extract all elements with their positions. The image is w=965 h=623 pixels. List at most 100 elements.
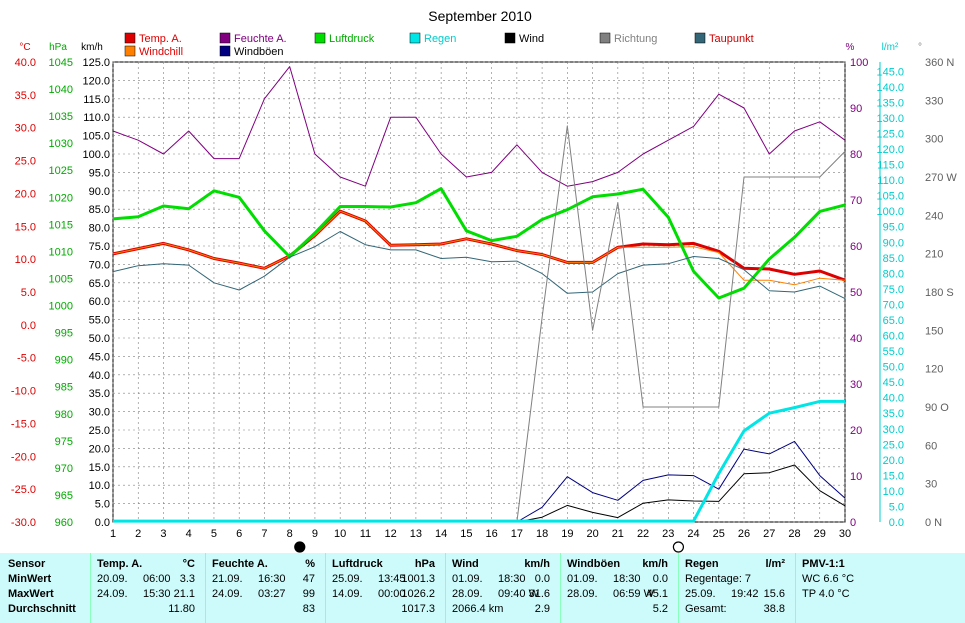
rain-tick-label: 70.0: [883, 299, 904, 311]
wind-tick-label: 85.0: [89, 204, 110, 216]
series-line-pressure: [112, 187, 846, 300]
x-tick-label: 8: [287, 528, 293, 540]
summary-cell-row: 01.09. 18:30 0.0: [450, 572, 556, 587]
wind-tick-label: 110.0: [83, 112, 110, 124]
series-line-humidity: [112, 66, 846, 187]
cell-value: 21.1: [173, 588, 195, 600]
legend-swatch-wind: [504, 32, 516, 44]
x-tick-label: 18: [536, 528, 548, 540]
cell-value: 3.3: [179, 573, 195, 585]
summary-cell-row: Regentage: 7: [683, 572, 791, 587]
rain-tick-label: 30.0: [883, 424, 904, 436]
wind-tick-label: 105.0: [82, 131, 110, 143]
x-tick-label: 10: [334, 528, 346, 540]
temp-tick-label: -10.0: [11, 386, 36, 398]
legend-swatch-gusts: [219, 45, 231, 57]
rain-tick-label: 20.0: [883, 455, 904, 467]
humidity-tick-label: 100: [850, 57, 868, 69]
temp-tick-label: -25.0: [11, 484, 36, 496]
pressure-tick-label: 1025: [49, 165, 73, 177]
cell-time: 00:00: [378, 588, 406, 600]
temp-tick-label: 15.0: [15, 221, 36, 233]
wind-unit: km/h: [81, 42, 103, 53]
cell-date: 01.09.: [567, 573, 598, 585]
cell-time: 06:59 W: [613, 588, 654, 600]
series-line-rain: [113, 399, 845, 523]
summary-cell-row: [800, 602, 961, 617]
temp-tick-label: 10.0: [15, 254, 36, 266]
cell-value: 11.80: [168, 603, 195, 615]
humidity-tick-label: 50: [850, 287, 862, 299]
rain-tick-label: 85.0: [883, 253, 904, 265]
x-tick-label: 4: [186, 528, 192, 540]
rain-tick-label: 100.0: [876, 206, 904, 218]
cell-value: 45.1: [646, 588, 668, 600]
humidity-tick-label: 20: [850, 425, 862, 437]
cell-time: 06:00: [143, 573, 171, 585]
temp-tick-label: -20.0: [11, 451, 36, 463]
wind-tick-label: 100.0: [82, 149, 110, 161]
series-line-dewpoint: [112, 231, 846, 300]
summary-row-label: MinWert: [4, 572, 86, 587]
rain-tick-label: 10.0: [883, 486, 904, 498]
wind-tick-label: 70.0: [89, 259, 110, 271]
wind-tick-label: 5.0: [95, 499, 110, 511]
legend-swatch-pressure: [314, 32, 326, 44]
rain-tick-label: 65.0: [883, 315, 904, 327]
cell-value: 99: [302, 588, 315, 600]
legend-swatch-direction: [599, 32, 611, 44]
pressure-tick-label: 1000: [49, 301, 73, 313]
direction-tick-label: 210: [925, 249, 943, 261]
wind-tick-label: 125.0: [82, 57, 110, 69]
wind-tick-label: 10.0: [89, 480, 110, 492]
pressure-tick-label: 1005: [49, 273, 73, 285]
legend-swatch-humidity: [219, 32, 231, 44]
moon-marker-full: [294, 541, 306, 553]
cell-date: 28.09.: [567, 588, 598, 600]
direction-tick-label: 300: [925, 134, 943, 146]
rain-tick-label: 120.0: [876, 144, 904, 156]
humidity-tick-label: 80: [850, 149, 862, 161]
col-title: PMV-1:1: [802, 558, 845, 570]
rain-tick-label: 125.0: [876, 128, 904, 140]
plot-grid: [112, 61, 846, 523]
x-tick-label: 9: [312, 528, 318, 540]
direction-tick-label: 330: [925, 95, 943, 107]
cell-value: 0.0: [652, 573, 668, 585]
cell-value: 5.2: [652, 603, 668, 615]
temp-tick-label: 5.0: [21, 287, 36, 299]
pressure-tick-label: 970: [55, 463, 73, 475]
summary-col-0: Temp. A. °C 20.09. 06:00 3.3 24.09. 15:30 21.1 1…: [90, 553, 205, 623]
direction-tick-label: 240: [925, 210, 943, 222]
row-label-text: Sensor: [8, 558, 46, 570]
x-tick-label: 13: [410, 528, 422, 540]
temp-tick-label: 35.0: [15, 90, 36, 102]
x-tick-label: 22: [637, 528, 649, 540]
pressure-tick-label: 1010: [49, 246, 73, 258]
direction-tick-label: 360 N: [925, 57, 954, 69]
col-unit: %: [305, 558, 315, 570]
legend-label-windchill: Windchill: [139, 46, 183, 58]
summary-row-labels: Sensor MinWert MaxWert Durchschnitt: [0, 553, 90, 623]
rain-tick-label: 35.0: [883, 408, 904, 420]
pressure-tick-label: 1015: [49, 219, 73, 231]
x-tick-label: 5: [211, 528, 217, 540]
rain-tick-label: 110.0: [877, 175, 904, 187]
rain-tick-label: 80.0: [883, 268, 904, 280]
row-label-text: Durchschnitt: [8, 603, 76, 615]
wind-tick-label: 25.0: [89, 425, 110, 437]
rain-tick-label: 55.0: [883, 346, 904, 358]
rain-tick-label: 95.0: [883, 222, 904, 234]
row-label-text: MinWert: [8, 573, 52, 585]
summary-row-label: MaxWert: [4, 587, 86, 602]
summary-col-5: Regen l/m² Regentage: 7 25.09. 19:42 15.6 Gesa…: [678, 553, 795, 623]
direction-unit: °: [918, 42, 922, 53]
summary-cell-row: 25.09. 19:42 15.6: [683, 587, 791, 602]
cell-date: Regentage: 7: [685, 573, 752, 585]
axes: -30.0-25.0-20.0-15.0-10.0-5.00.05.010.01…: [11, 57, 957, 540]
cell-date: WC 6.6 °C: [802, 573, 855, 585]
direction-tick-label: 180 S: [925, 287, 954, 299]
temp-unit: °C: [19, 42, 30, 53]
x-tick-label: 20: [586, 528, 598, 540]
